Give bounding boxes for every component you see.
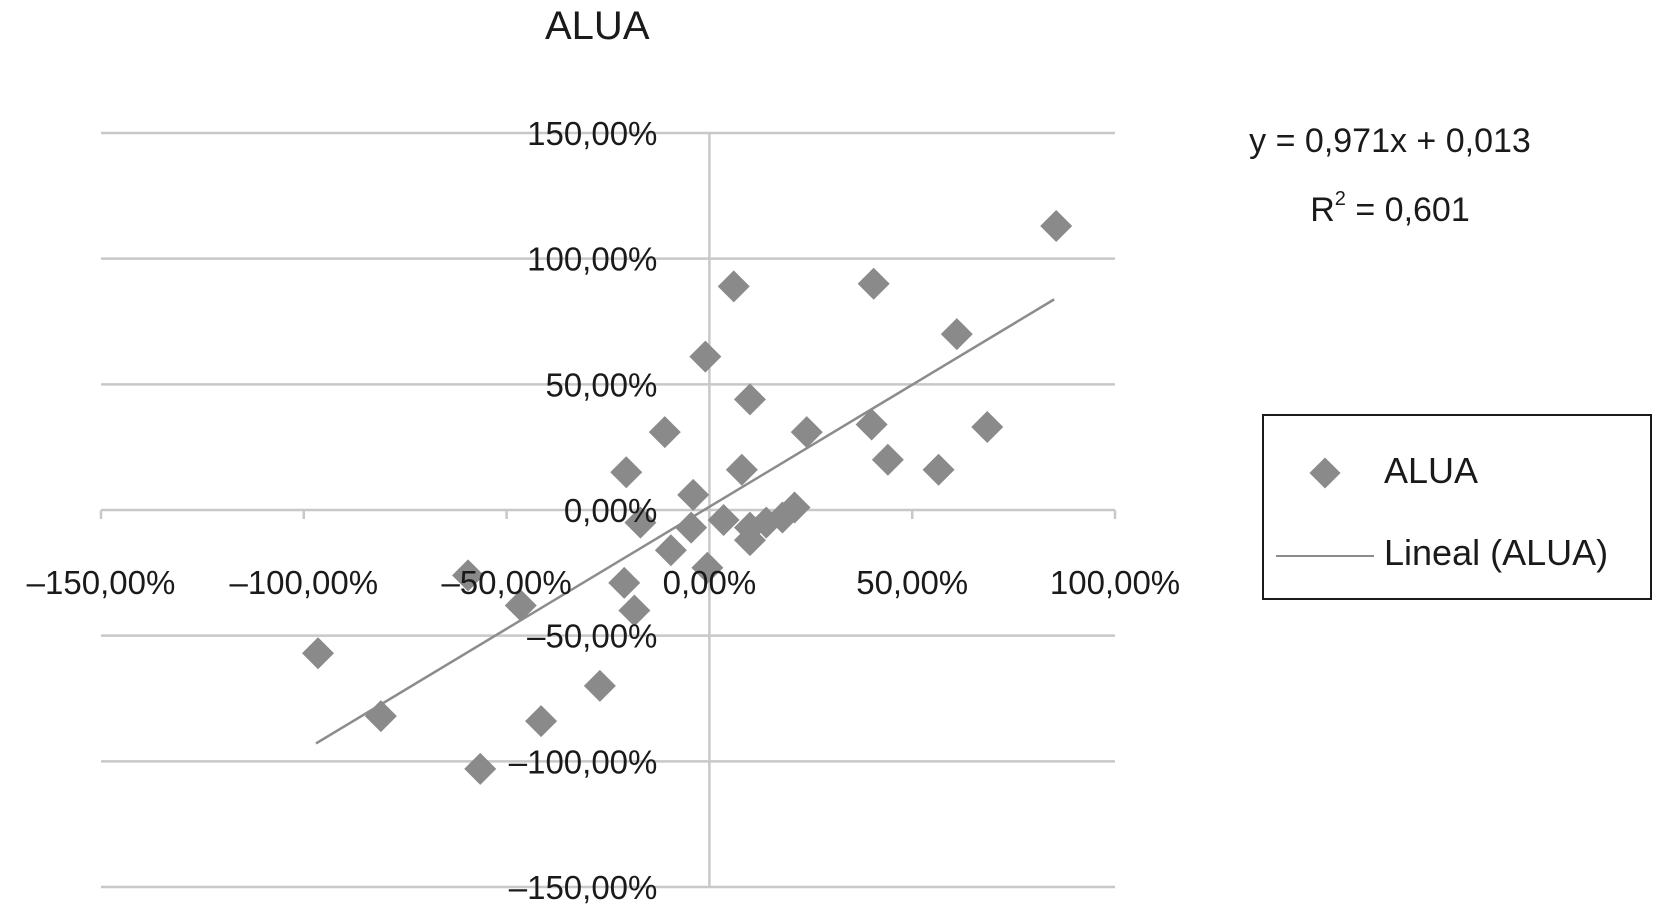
data-point bbox=[855, 408, 888, 441]
trendline-swatch-icon bbox=[1276, 555, 1374, 557]
data-point bbox=[504, 589, 537, 622]
data-point bbox=[689, 340, 722, 373]
r-squared-prefix: R bbox=[1310, 191, 1335, 229]
y-tick-label: –100,00% bbox=[509, 743, 658, 780]
data-point bbox=[583, 669, 616, 702]
data-point bbox=[778, 491, 811, 524]
data-point bbox=[608, 566, 641, 599]
x-tick-label: 0,00% bbox=[663, 564, 757, 601]
x-tick-label: –150,00% bbox=[27, 564, 176, 601]
data-point bbox=[707, 504, 740, 537]
r-squared-text: R2 = 0,601 bbox=[1220, 170, 1560, 239]
x-tick-label: 50,00% bbox=[856, 564, 968, 601]
data-point bbox=[1040, 209, 1073, 242]
data-point bbox=[940, 318, 973, 351]
data-point bbox=[857, 267, 890, 300]
data-point bbox=[624, 506, 657, 539]
r-squared-exponent: 2 bbox=[1334, 188, 1346, 210]
data-point bbox=[725, 453, 758, 486]
y-tick-label: 100,00% bbox=[527, 241, 657, 278]
diamond-marker-icon bbox=[1309, 457, 1341, 489]
data-points bbox=[301, 209, 1073, 785]
y-tick-label: 50,00% bbox=[545, 366, 657, 403]
data-point bbox=[871, 443, 904, 476]
data-point bbox=[675, 511, 708, 544]
data-point bbox=[464, 752, 497, 785]
data-point bbox=[691, 551, 724, 584]
data-point bbox=[301, 637, 334, 670]
data-point bbox=[648, 416, 681, 449]
axes bbox=[99, 133, 1117, 887]
data-point bbox=[525, 705, 558, 738]
legend: ALUA Lineal (ALUA) bbox=[1262, 414, 1652, 600]
data-point bbox=[717, 270, 750, 303]
data-point bbox=[971, 411, 1004, 444]
data-point bbox=[733, 524, 766, 557]
x-tick-label: 100,00% bbox=[1050, 564, 1180, 601]
y-tick-label: 0,00% bbox=[564, 492, 658, 529]
legend-label-trendline: Lineal (ALUA) bbox=[1384, 532, 1609, 573]
data-point bbox=[733, 383, 766, 416]
x-tick-label: –50,00% bbox=[441, 564, 571, 601]
data-point bbox=[790, 416, 823, 449]
data-point bbox=[364, 700, 397, 733]
r-squared-value: = 0,601 bbox=[1345, 191, 1470, 229]
data-point bbox=[922, 453, 955, 486]
data-point bbox=[452, 559, 485, 592]
legend-label-alua: ALUA bbox=[1384, 450, 1479, 491]
data-point bbox=[677, 478, 710, 511]
grid-lines bbox=[101, 131, 1115, 889]
data-point bbox=[610, 456, 643, 489]
chart-title: ALUA bbox=[545, 4, 650, 48]
x-tick-label: –100,00% bbox=[229, 564, 378, 601]
equation-text: y = 0,971x + 0,013 bbox=[1249, 122, 1531, 160]
y-tick-label: 150,00% bbox=[527, 115, 657, 152]
y-tick-label: –50,00% bbox=[527, 618, 657, 655]
tick-labels: 150,00%100,00%50,00%0,00%–50,00%–100,00%… bbox=[27, 115, 1180, 906]
data-point bbox=[618, 594, 651, 627]
y-tick-label: –150,00% bbox=[509, 869, 658, 906]
legend-item-trendline: Lineal (ALUA) bbox=[1264, 524, 1650, 584]
data-point bbox=[654, 534, 687, 567]
legend-item-alua: ALUA bbox=[1264, 442, 1650, 502]
regression-equation: y = 0,971x + 0,013 R2 = 0,601 bbox=[1220, 112, 1560, 239]
